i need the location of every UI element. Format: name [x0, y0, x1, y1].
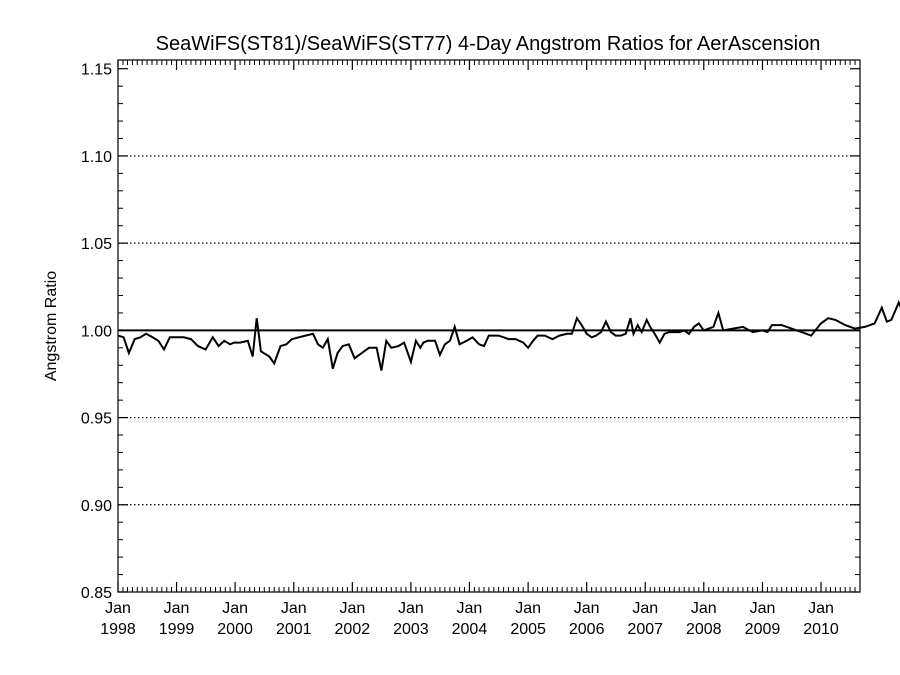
- x-tick-label-month: Jan: [574, 600, 600, 617]
- x-tick-label-month: Jan: [750, 600, 776, 617]
- x-tick-label-month: Jan: [164, 600, 190, 617]
- x-tick-label-month: Jan: [457, 600, 483, 617]
- x-tick-label-year: 2009: [745, 621, 781, 638]
- x-tick-label-year: 2008: [686, 621, 722, 638]
- chart-title: SeaWiFS(ST81)/SeaWiFS(ST77) 4-Day Angstr…: [156, 33, 821, 55]
- series-line: [117, 299, 900, 371]
- x-tick-label-year: 2000: [217, 621, 253, 638]
- x-tick-label-year: 2010: [803, 621, 839, 638]
- y-axis-label: Angstrom Ratio: [43, 271, 60, 381]
- x-tick-label-year: 1999: [159, 621, 195, 638]
- x-tick-label-month: Jan: [808, 600, 834, 617]
- y-tick-label: 0.85: [81, 585, 112, 602]
- x-tick-label-year: 2001: [276, 621, 312, 638]
- axis-ticks: [117, 60, 861, 593]
- x-tick-label-month: Jan: [691, 600, 717, 617]
- x-tick-label-month: Jan: [398, 600, 424, 617]
- y-tick-label: 1.00: [81, 323, 112, 340]
- x-tick-label-year: 1998: [100, 621, 136, 638]
- x-tick-label-month: Jan: [222, 600, 248, 617]
- plot-frame: [117, 59, 861, 593]
- x-tick-label-year: 2004: [452, 621, 488, 638]
- x-tick-label-year: 2006: [569, 621, 605, 638]
- y-tick-label: 1.10: [81, 149, 112, 166]
- y-tick-label: 0.90: [81, 498, 112, 515]
- x-tick-label-year: 2007: [627, 621, 663, 638]
- x-tick-label-month: Jan: [515, 600, 541, 617]
- x-tick-label-year: 2005: [510, 621, 546, 638]
- series-group: [117, 299, 900, 371]
- y-tick-label: 0.95: [81, 411, 112, 428]
- tick-labels: 0.85 0.90 0.95 1.00 1.05 1.10 1.15 Jan 1998 Jan 19…: [81, 62, 839, 638]
- x-tick-label-month: Jan: [632, 600, 658, 617]
- y-tick-label: 1.15: [81, 62, 112, 79]
- x-tick-label-month: Jan: [339, 600, 365, 617]
- x-tick-label-year: 2002: [335, 621, 371, 638]
- x-tick-label-month: Jan: [281, 600, 307, 617]
- x-tick-label-month: Jan: [105, 600, 131, 617]
- y-tick-label: 1.05: [81, 236, 112, 253]
- x-tick-label-year: 2003: [393, 621, 429, 638]
